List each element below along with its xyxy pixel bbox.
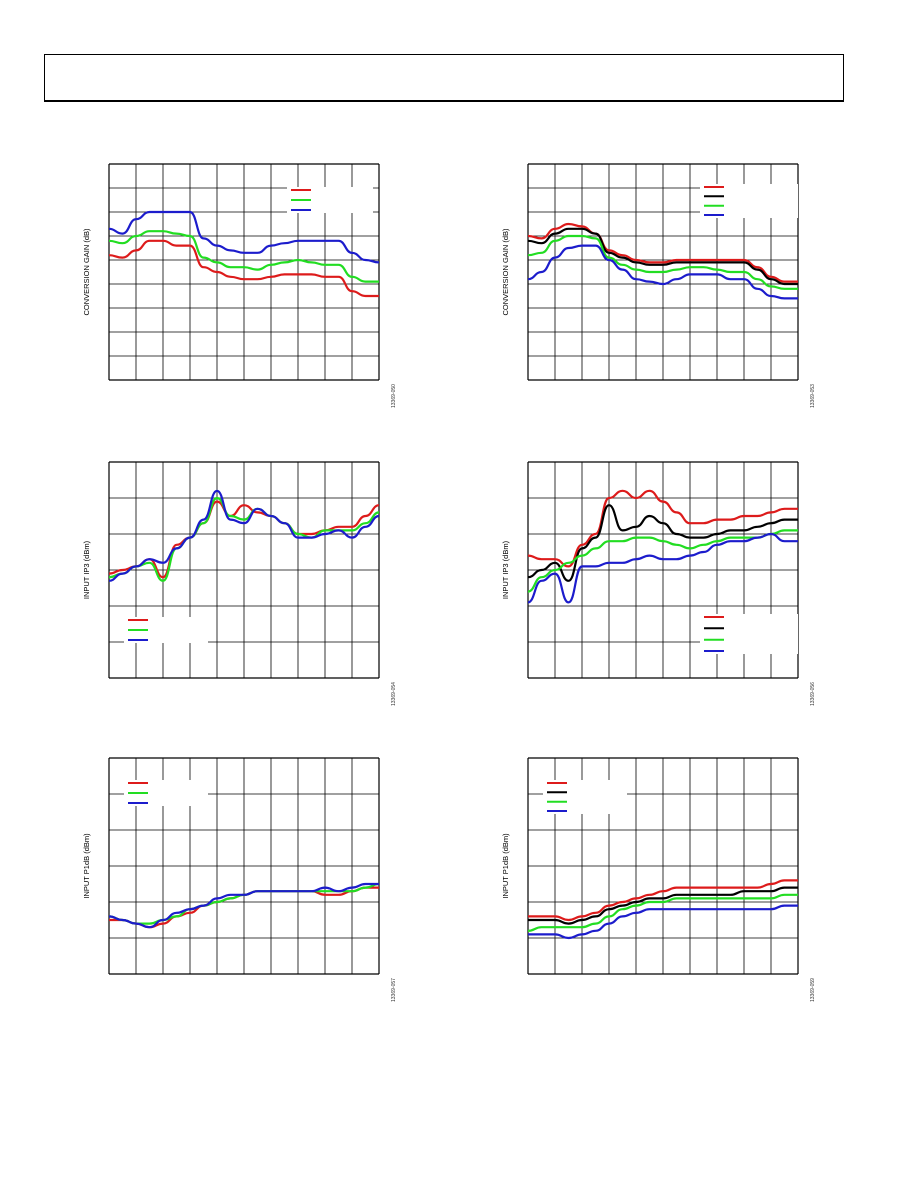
- series-line-3: [527, 893, 799, 932]
- series-line-2: [527, 227, 798, 286]
- y-axis-label: CONVERSION GAIN (dB): [82, 228, 91, 316]
- chart-panel-conversion-gain-1: CONVERSION GAIN (dB) 13369-050: [59, 163, 409, 420]
- series-line-1: [527, 222, 798, 283]
- page-header-box: [44, 54, 844, 102]
- series-line-1: [528, 879, 798, 922]
- series-line-1: [108, 239, 379, 298]
- chart-svg: INPUT P1dB (dBm) 13369-057: [82, 757, 397, 1002]
- chart-panel-input-ip3-1: INPUT IP3 (dBm) 13369-054: [59, 461, 409, 718]
- legend: [287, 187, 373, 213]
- legend: [124, 617, 208, 643]
- chart-svg: CONVERSION GAIN (dB) 13369-053: [501, 163, 816, 408]
- chart-svg: INPUT IP3 (dBm) 13369-054: [82, 461, 397, 706]
- figure-id: 13369-054: [391, 682, 397, 706]
- figure-id: 13369-053: [810, 384, 816, 408]
- y-axis-label: INPUT P1dB (dBm): [501, 833, 510, 899]
- series-line-1: [108, 500, 380, 579]
- grid: [527, 163, 799, 381]
- legend: [543, 780, 627, 814]
- figure-id: 13369-059: [810, 978, 816, 1002]
- y-axis-label: INPUT IP3 (dBm): [82, 540, 91, 599]
- series-line-3: [108, 210, 380, 264]
- series-line-3: [108, 489, 380, 582]
- legend-box: [543, 780, 627, 814]
- series-line-4: [528, 904, 798, 940]
- figure-id: 13369-056: [810, 682, 816, 706]
- chart-svg: INPUT P1dB (dBm) 13369-059: [501, 757, 816, 1002]
- series-line-4: [527, 244, 798, 300]
- grid: [108, 757, 380, 975]
- grid: [108, 461, 380, 679]
- legend: [124, 780, 208, 806]
- series-line-3: [108, 882, 379, 929]
- series-line-3: [527, 234, 798, 290]
- chart-panel-input-ip3-2: INPUT IP3 (dBm) 13369-056: [478, 461, 828, 718]
- legend-box: [700, 184, 798, 218]
- figure-id: 13369-057: [391, 978, 397, 1002]
- chart-svg: CONVERSION GAIN (dB) 13369-050: [82, 163, 397, 408]
- chart-panel-input-p1db-1: INPUT P1dB (dBm) 13369-057: [59, 757, 409, 1014]
- series-line-4: [527, 532, 798, 604]
- legend: [700, 614, 798, 654]
- chart-panel-input-p1db-2: INPUT P1dB (dBm) 13369-059: [478, 757, 828, 1014]
- series-line-2: [527, 504, 798, 582]
- legend-box: [700, 614, 798, 654]
- legend: [700, 184, 798, 218]
- chart-svg: INPUT IP3 (dBm) 13369-056: [501, 461, 816, 706]
- y-axis-label: INPUT IP3 (dBm): [501, 540, 510, 599]
- series-line-2: [108, 230, 379, 283]
- y-axis-label: CONVERSION GAIN (dB): [501, 228, 510, 316]
- chart-panel-conversion-gain-2: CONVERSION GAIN (dB) 13369-053: [478, 163, 828, 420]
- figure-id: 13369-050: [391, 384, 397, 408]
- series-line-2: [528, 886, 798, 925]
- y-axis-label: INPUT P1dB (dBm): [82, 833, 91, 899]
